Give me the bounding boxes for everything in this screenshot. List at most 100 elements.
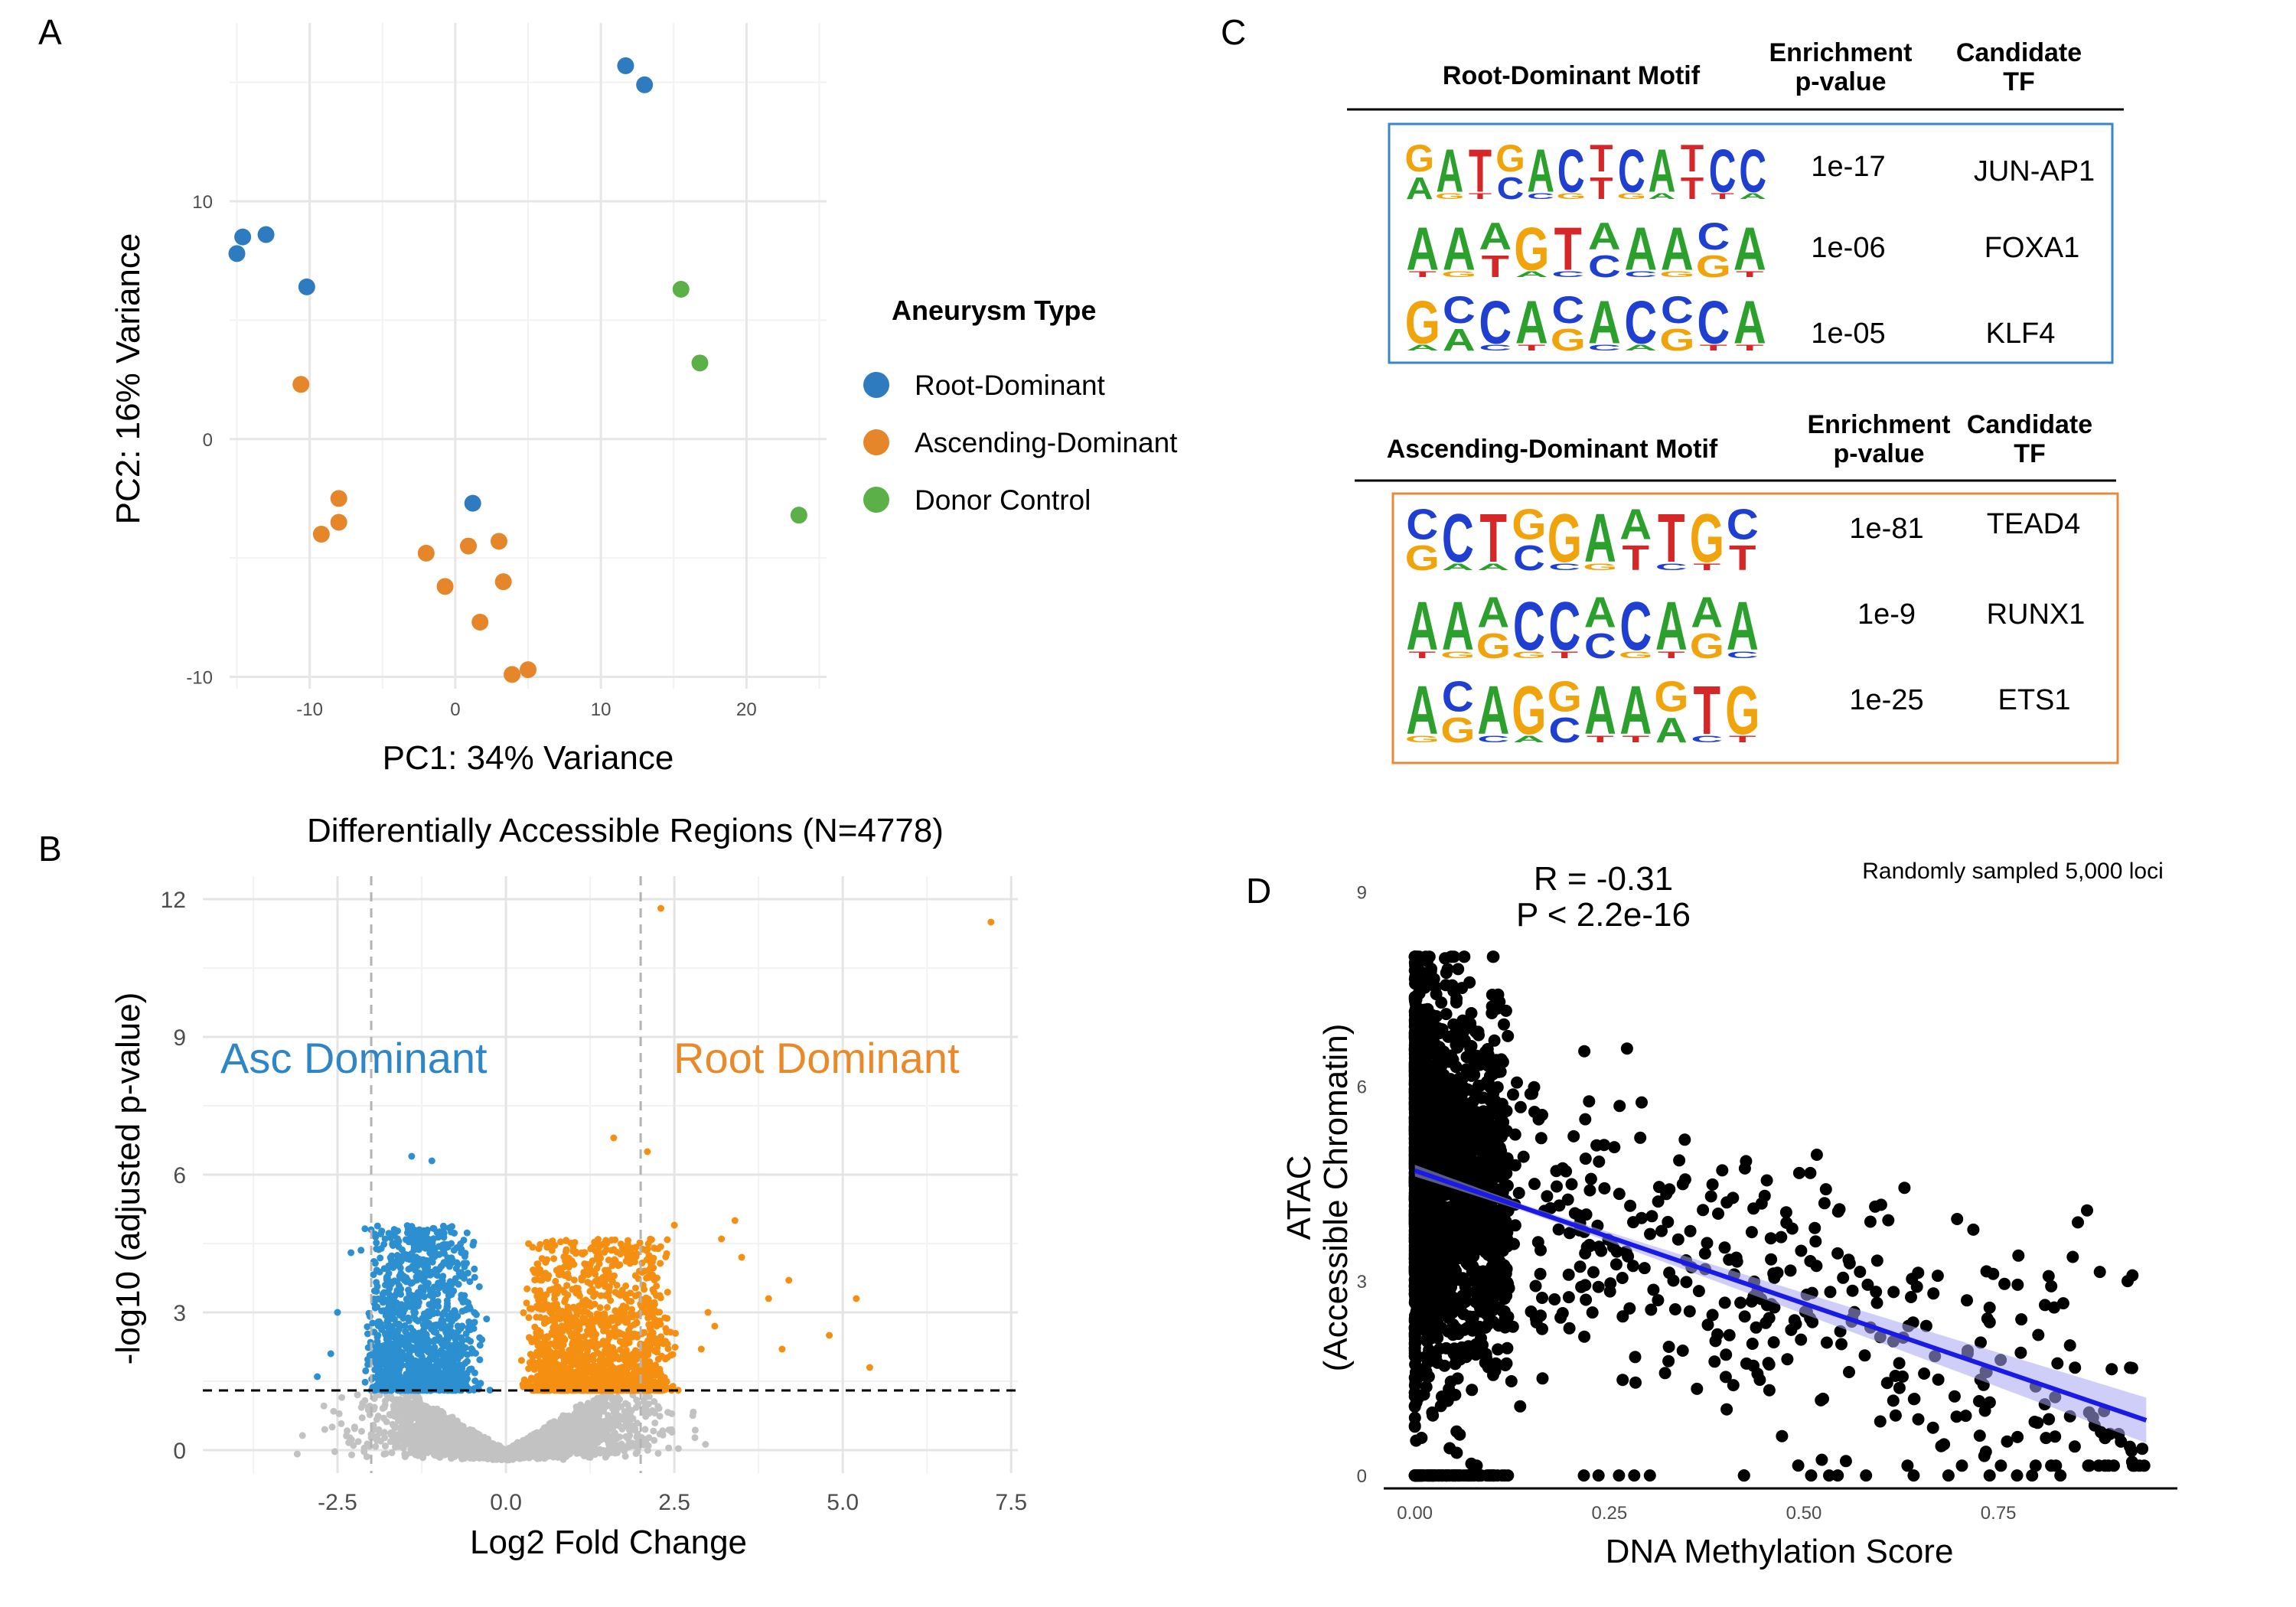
- volcano-point-ns: [596, 1446, 604, 1453]
- volcano-point-asc: [464, 1358, 471, 1365]
- volcano-point-asc: [415, 1329, 422, 1337]
- volcano-point-ns: [407, 1410, 414, 1417]
- volcano-point-asc: [361, 1378, 369, 1386]
- volcano-point-ns: [591, 1424, 598, 1432]
- volcano-point-ns: [579, 1427, 587, 1435]
- pca-point: [490, 533, 507, 550]
- pca-point: [292, 376, 310, 393]
- volcano-point-asc: [461, 1263, 468, 1270]
- volcano-point-asc: [450, 1247, 458, 1254]
- volcano-point-asc: [396, 1382, 403, 1390]
- legend-label-root: Root-Dominant: [915, 370, 1106, 401]
- volcano-point-ns: [616, 1433, 624, 1441]
- pca-point: [672, 281, 690, 298]
- volcano-point-asc: [472, 1311, 480, 1319]
- volcano-point-ns: [538, 1438, 546, 1446]
- volcano-point-ns: [641, 1436, 648, 1443]
- volcano-point-asc: [452, 1275, 459, 1283]
- volcano-point-ns: [351, 1424, 358, 1432]
- legend: Root-Dominant Ascending-Dominant Donor C…: [863, 370, 1178, 516]
- legend-title: Aneurysm Type: [892, 295, 1096, 326]
- volcano-point-ns: [293, 1450, 301, 1458]
- volcano-point-ns: [576, 1449, 583, 1456]
- volcano-point-asc: [361, 1225, 369, 1233]
- volcano-point-asc: [419, 1244, 426, 1251]
- pca-points: [228, 57, 807, 683]
- pca-point: [617, 57, 634, 74]
- volcano-point-asc: [476, 1341, 484, 1349]
- volcano-point-ns: [691, 1434, 699, 1442]
- pca-point: [494, 573, 512, 591]
- volcano-point-asc: [420, 1259, 428, 1266]
- volcano-point-asc: [383, 1319, 391, 1326]
- volcano-point-ns: [338, 1393, 346, 1401]
- volcano-point-asc: [448, 1328, 455, 1335]
- volcano-point-asc: [422, 1228, 429, 1236]
- volcano-point-asc: [429, 1292, 436, 1300]
- volcano-point-asc: [378, 1227, 386, 1235]
- volcano-point-asc: [435, 1234, 442, 1241]
- panel-letter-c: C: [1221, 12, 1246, 52]
- volcano-point-asc: [463, 1229, 471, 1237]
- volcano-point-ns: [373, 1433, 381, 1440]
- legend-label-donor: Donor Control: [915, 484, 1091, 516]
- volcano-point-asc: [419, 1321, 427, 1328]
- volcano-point-ns: [358, 1414, 366, 1422]
- volcano-point-asc: [446, 1322, 454, 1330]
- volcano-point-asc: [444, 1374, 452, 1381]
- pca-point: [520, 661, 536, 679]
- volcano-point-ns: [452, 1451, 460, 1458]
- volcano-point-ns: [321, 1426, 328, 1433]
- volcano-point-asc: [438, 1380, 445, 1387]
- volcano-point-ns: [612, 1419, 619, 1426]
- volcano-point-ns: [409, 1426, 416, 1433]
- volcano-point-asc: [394, 1335, 402, 1343]
- volcano-point-asc: [462, 1306, 470, 1314]
- volcano-point-ns: [435, 1453, 442, 1461]
- volcano-point-ns: [392, 1431, 400, 1439]
- volcano-point-asc: [390, 1356, 397, 1363]
- volcano-point-asc: [373, 1283, 381, 1290]
- volcano-point-ns: [569, 1442, 577, 1450]
- volcano-point-ns: [412, 1439, 419, 1446]
- y-tick-label: 10: [192, 192, 213, 213]
- volcano-point-ns: [335, 1410, 343, 1417]
- pca-point: [312, 526, 330, 543]
- volcano-point-ns: [354, 1438, 362, 1446]
- volcano-point-ns: [601, 1420, 608, 1427]
- volcano-point-asc: [382, 1281, 389, 1289]
- pca-point: [330, 513, 347, 531]
- volcano-point-asc: [385, 1362, 393, 1370]
- volcano-point-ns: [541, 1455, 549, 1462]
- pca-point: [330, 490, 347, 507]
- x-tick-label: 10: [591, 699, 612, 720]
- volcano-point-ns: [651, 1436, 658, 1444]
- volcano-point-ns: [382, 1442, 389, 1450]
- volcano-point-ns: [386, 1394, 394, 1402]
- volcano-point-ns: [614, 1449, 621, 1456]
- volcano-point-ns: [344, 1427, 351, 1435]
- volcano-point-asc: [402, 1236, 409, 1244]
- volcano-point-asc: [376, 1356, 383, 1364]
- x-tick-label: 0: [450, 699, 460, 720]
- volcano-point-ns: [363, 1453, 370, 1461]
- volcano-point-asc: [385, 1289, 393, 1297]
- pca-point: [504, 666, 521, 683]
- volcano-point-asc: [371, 1260, 379, 1267]
- volcano-point-asc: [412, 1304, 419, 1312]
- volcano-point-ns: [596, 1430, 604, 1438]
- volcano-point-asc: [451, 1385, 458, 1393]
- y-tick-label: 0: [173, 1439, 186, 1464]
- x-tick-label: 2.5: [658, 1490, 690, 1515]
- volcano-point-ns: [659, 1427, 667, 1435]
- volcano-point-ns: [388, 1449, 396, 1456]
- volcano-point-ns: [400, 1407, 408, 1413]
- volcano-point-asc: [424, 1308, 432, 1315]
- volcano-point-asc: [402, 1341, 409, 1349]
- volcano-point-asc: [374, 1372, 382, 1380]
- legend-label-ascending: Ascending-Dominant: [915, 427, 1178, 458]
- volcano-point-asc: [406, 1290, 413, 1298]
- volcano-point-ns: [460, 1444, 468, 1452]
- panel-letter-a: A: [38, 12, 62, 52]
- volcano-point-asc: [454, 1260, 461, 1268]
